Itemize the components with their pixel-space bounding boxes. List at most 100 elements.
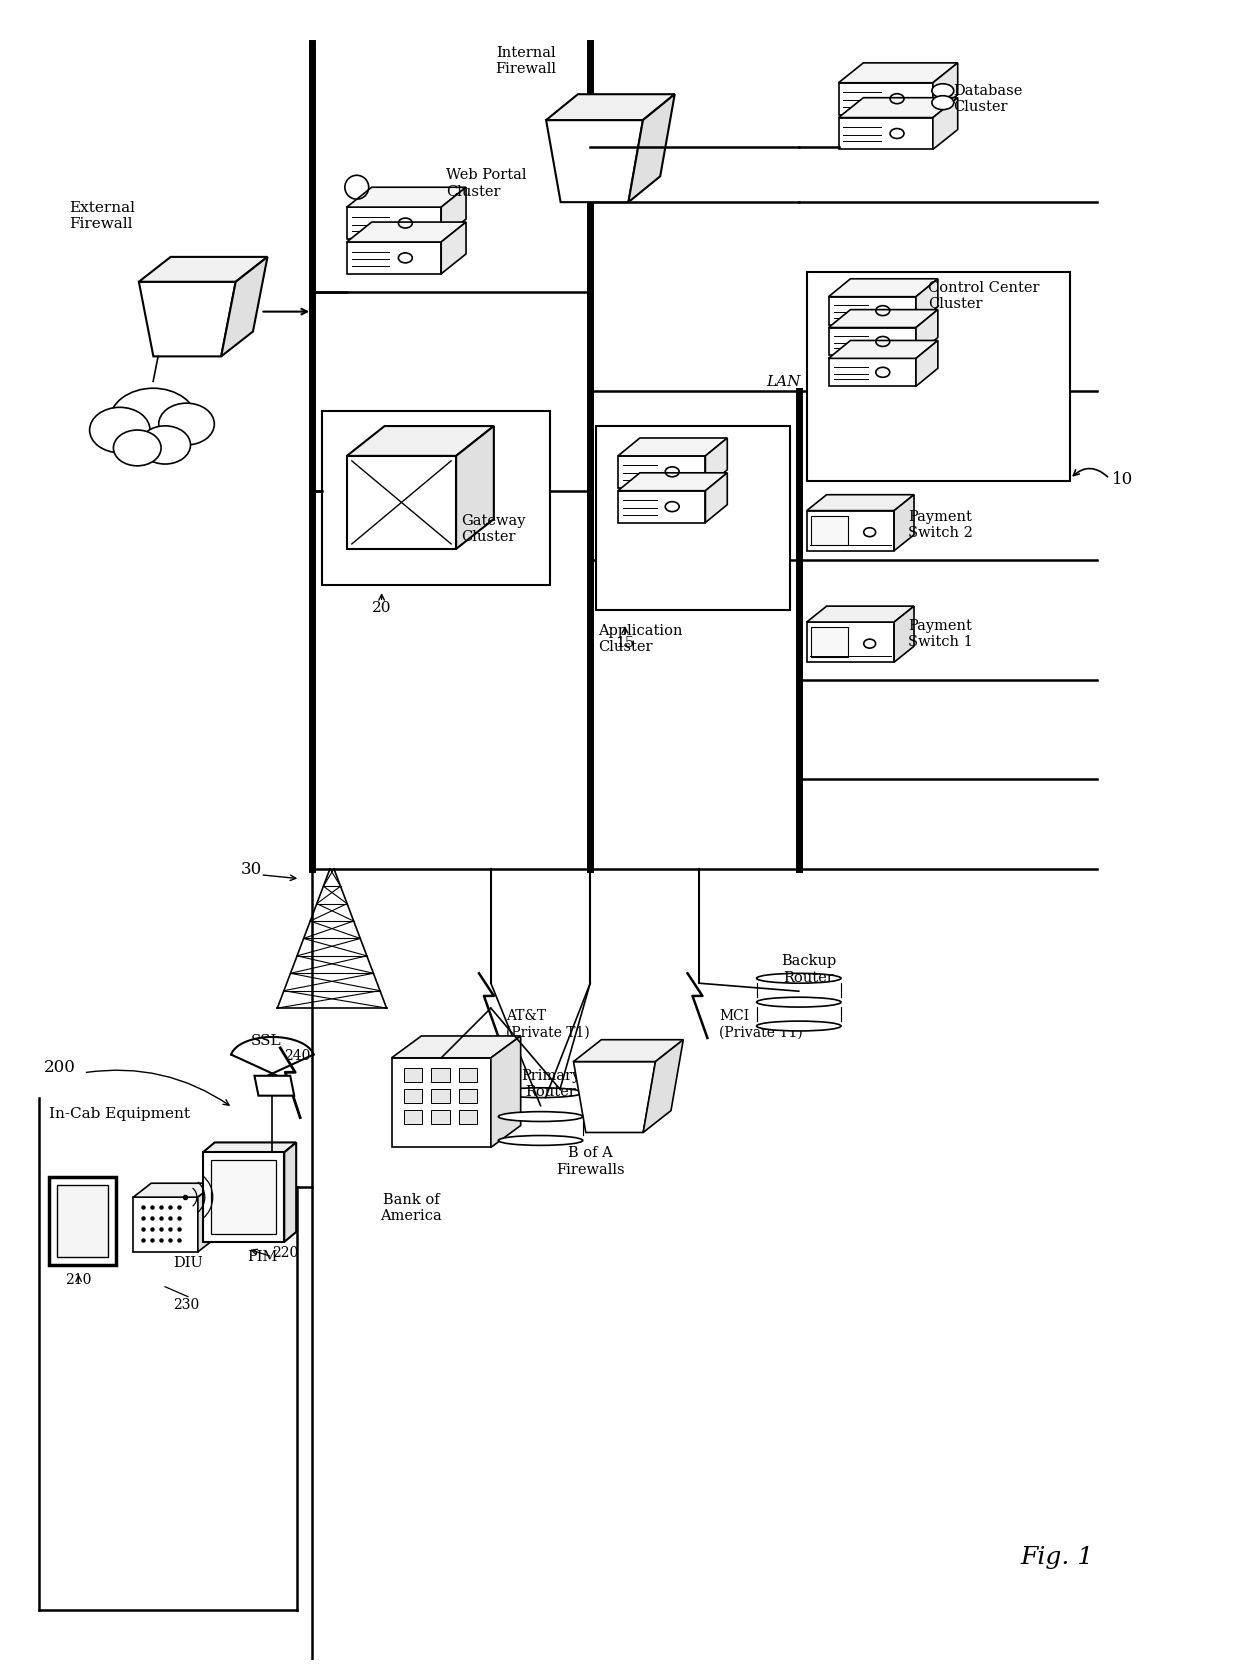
Polygon shape <box>894 496 914 551</box>
Bar <box>48 1178 117 1265</box>
Ellipse shape <box>756 973 841 983</box>
Polygon shape <box>916 341 937 388</box>
Polygon shape <box>838 83 932 115</box>
Polygon shape <box>459 1090 477 1103</box>
Polygon shape <box>838 98 957 118</box>
Polygon shape <box>211 1161 277 1235</box>
Text: SSL: SSL <box>250 1033 281 1047</box>
Polygon shape <box>459 1068 477 1082</box>
Polygon shape <box>807 496 914 511</box>
Text: 15: 15 <box>615 636 635 649</box>
Polygon shape <box>828 311 937 328</box>
Bar <box>57 1185 108 1256</box>
Text: 230: 230 <box>174 1296 200 1311</box>
Polygon shape <box>404 1090 422 1103</box>
Polygon shape <box>441 188 466 240</box>
Ellipse shape <box>932 97 954 110</box>
Polygon shape <box>618 474 728 491</box>
Text: 30: 30 <box>241 860 263 879</box>
Polygon shape <box>828 298 916 326</box>
Polygon shape <box>459 1110 477 1123</box>
Bar <box>807 273 1070 481</box>
Polygon shape <box>254 1077 294 1097</box>
Polygon shape <box>618 439 728 456</box>
Polygon shape <box>644 1040 683 1133</box>
Polygon shape <box>932 63 957 115</box>
Text: Application
Cluster: Application Cluster <box>598 624 683 654</box>
Bar <box>322 413 551 586</box>
Polygon shape <box>807 622 894 662</box>
Text: AT&T
(Private T1): AT&T (Private T1) <box>506 1008 589 1038</box>
Polygon shape <box>432 1090 450 1103</box>
Polygon shape <box>133 1183 216 1198</box>
Text: LAN: LAN <box>766 374 801 389</box>
Polygon shape <box>404 1110 422 1123</box>
Polygon shape <box>404 1068 422 1082</box>
Text: PIM: PIM <box>248 1250 278 1263</box>
Polygon shape <box>828 280 937 298</box>
Text: In-Cab Equipment: In-Cab Equipment <box>48 1107 190 1120</box>
Ellipse shape <box>89 408 150 453</box>
Polygon shape <box>491 1037 521 1148</box>
Polygon shape <box>811 516 848 546</box>
Polygon shape <box>347 188 466 208</box>
Polygon shape <box>133 1198 198 1251</box>
Polygon shape <box>432 1068 450 1082</box>
Text: DIU: DIU <box>174 1255 203 1270</box>
Polygon shape <box>706 439 728 489</box>
Ellipse shape <box>113 431 161 466</box>
Text: 200: 200 <box>43 1058 76 1075</box>
Text: B of A
Firewalls: B of A Firewalls <box>556 1146 625 1176</box>
Ellipse shape <box>498 1137 583 1146</box>
Ellipse shape <box>498 1088 583 1098</box>
Ellipse shape <box>140 426 191 464</box>
Polygon shape <box>347 456 456 549</box>
Ellipse shape <box>109 389 197 454</box>
Ellipse shape <box>756 998 841 1007</box>
Polygon shape <box>838 118 932 150</box>
Polygon shape <box>441 223 466 275</box>
Text: 220: 220 <box>273 1245 299 1260</box>
Text: Payment
Switch 2: Payment Switch 2 <box>908 509 973 539</box>
Polygon shape <box>347 208 441 240</box>
Text: Internal
Firewall: Internal Firewall <box>495 47 556 77</box>
Polygon shape <box>932 98 957 150</box>
Polygon shape <box>203 1143 296 1153</box>
Polygon shape <box>574 1062 656 1133</box>
Ellipse shape <box>498 1112 583 1122</box>
Polygon shape <box>706 474 728 522</box>
Ellipse shape <box>932 85 954 98</box>
Polygon shape <box>198 1183 216 1251</box>
Text: 210: 210 <box>66 1271 92 1286</box>
Polygon shape <box>828 328 916 356</box>
Text: Bank of
America: Bank of America <box>381 1193 443 1223</box>
Ellipse shape <box>756 1022 841 1032</box>
Ellipse shape <box>159 404 215 446</box>
Polygon shape <box>546 121 644 203</box>
Polygon shape <box>139 258 268 283</box>
Text: Control Center
Cluster: Control Center Cluster <box>928 281 1039 311</box>
Polygon shape <box>828 341 937 359</box>
Text: 20: 20 <box>372 601 392 614</box>
Polygon shape <box>807 607 914 622</box>
Text: Primary
Router: Primary Router <box>521 1068 580 1098</box>
Text: External
Firewall: External Firewall <box>68 201 135 231</box>
Polygon shape <box>828 359 916 388</box>
Polygon shape <box>284 1143 296 1243</box>
Polygon shape <box>629 95 675 203</box>
Polygon shape <box>456 426 494 549</box>
Polygon shape <box>838 63 957 83</box>
Polygon shape <box>618 491 706 522</box>
Polygon shape <box>811 627 848 657</box>
Text: 10: 10 <box>1112 471 1133 488</box>
Polygon shape <box>203 1153 284 1243</box>
Text: Backup
Router: Backup Router <box>781 953 836 983</box>
Polygon shape <box>807 511 894 551</box>
Text: Fig. 1: Fig. 1 <box>1021 1546 1094 1569</box>
Polygon shape <box>392 1037 521 1058</box>
Text: Gateway
Cluster: Gateway Cluster <box>461 513 526 544</box>
Text: Payment
Switch 1: Payment Switch 1 <box>908 619 973 649</box>
Polygon shape <box>546 95 675 121</box>
Text: Web Portal
Cluster: Web Portal Cluster <box>446 168 527 198</box>
Polygon shape <box>574 1040 683 1062</box>
